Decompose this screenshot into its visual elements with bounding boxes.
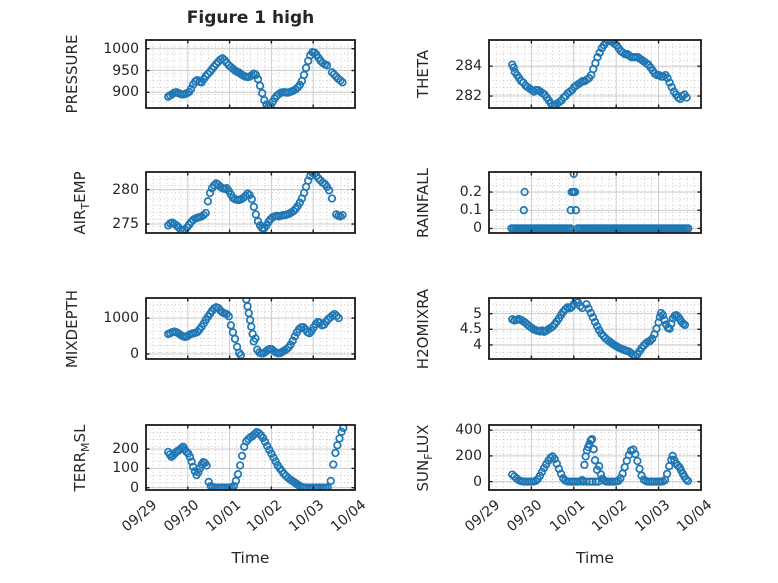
ylabel-text: H2OMIXRA xyxy=(414,288,433,369)
y-tick-label-rainfall: 0 xyxy=(473,220,482,237)
ylabel-text: RAINFALL xyxy=(414,167,433,238)
y-tick-label-sun_flux: 0 xyxy=(473,473,482,490)
axes-box xyxy=(145,171,356,234)
scatter-series-h2omixra xyxy=(508,298,690,359)
ylabel-text: PRESSURE xyxy=(63,34,82,114)
y-tick-label-h2omixra: 4 xyxy=(473,336,482,353)
ylabel-subscript: F xyxy=(422,452,436,460)
ylabel-text: MIXDEPTH xyxy=(63,289,82,368)
y-tick-label-pressure: 900 xyxy=(112,84,139,101)
x-axis-label-right: Time xyxy=(576,549,614,567)
subplot-rainfall xyxy=(488,171,702,234)
y-tick-label-pressure: 950 xyxy=(112,62,139,79)
tick-marks xyxy=(145,40,356,108)
ylabel-subscript: M xyxy=(79,441,93,452)
y-tick-label-mixdepth: 1000 xyxy=(103,310,139,327)
axes-box xyxy=(145,39,356,109)
axes-box xyxy=(488,297,702,360)
y-tick-label-h2omixra: 4.5 xyxy=(459,321,482,338)
ylabel-text: AIR xyxy=(71,209,90,235)
tick-marks xyxy=(145,172,356,233)
tick-marks xyxy=(145,425,356,490)
subplot-terr_msl xyxy=(145,424,356,491)
tick-marks xyxy=(488,40,702,108)
y-tick-label-terr_msl: 100 xyxy=(112,460,139,477)
major-grid xyxy=(146,298,355,359)
y-tick-label-h2omixra: 5 xyxy=(473,305,482,322)
y-tick-label-pressure: 1000 xyxy=(103,40,139,57)
axes-box xyxy=(145,424,356,491)
ylabel-sun_flux: SUNFLUX xyxy=(412,368,436,548)
tick-marks xyxy=(488,172,702,233)
subplot-pressure xyxy=(145,39,356,109)
tick-marks xyxy=(488,298,702,359)
minor-grid xyxy=(146,40,355,108)
y-tick-label-terr_msl: 0 xyxy=(130,479,139,496)
major-grid xyxy=(489,172,701,233)
ylabel-text: SL xyxy=(71,424,90,442)
major-grid xyxy=(489,40,701,108)
scatter-series-theta xyxy=(508,40,691,108)
y-tick-label-mixdepth: 0 xyxy=(130,345,139,362)
scatter-series-mixdepth xyxy=(164,298,343,359)
y-tick-label-sun_flux: 200 xyxy=(455,447,482,464)
axes-box xyxy=(488,424,702,491)
x-axis-label-left: Time xyxy=(231,549,270,567)
scatter-series-air_temp xyxy=(164,172,347,233)
y-tick-label-rainfall: 0.2 xyxy=(459,184,482,201)
ylabel-text: SUN xyxy=(414,459,433,491)
ylabel-subscript: T xyxy=(79,202,93,210)
minor-grid xyxy=(489,172,701,233)
y-tick-label-air_temp: 275 xyxy=(112,216,139,233)
ylabel-text: EMP xyxy=(71,170,90,203)
y-tick-label-theta: 284 xyxy=(455,58,482,75)
scatter-series-rainfall xyxy=(507,172,693,233)
y-tick-label-sun_flux: 400 xyxy=(455,422,482,439)
subplot-theta xyxy=(488,39,702,109)
subplot-sun_flux xyxy=(488,424,702,491)
tick-marks xyxy=(145,298,356,359)
y-tick-label-terr_msl: 200 xyxy=(112,441,139,458)
scatter-series-terr_msl xyxy=(164,425,348,490)
y-tick-label-air_temp: 280 xyxy=(112,181,139,198)
tick-marks xyxy=(488,425,702,490)
ylabel-text: TERR xyxy=(71,451,90,491)
y-tick-label-rainfall: 0.1 xyxy=(459,202,482,219)
scatter-series-pressure xyxy=(164,48,347,108)
axes-box xyxy=(488,171,702,234)
axes-box xyxy=(488,39,702,109)
subplot-air_temp xyxy=(145,171,356,234)
subplot-h2omixra xyxy=(488,297,702,360)
ylabel-terr_msl: TERRMSL xyxy=(69,368,93,548)
minor-grid xyxy=(489,425,701,490)
y-tick-label-theta: 282 xyxy=(455,88,482,105)
ylabel-text: THETA xyxy=(414,49,433,99)
ylabel-text: LUX xyxy=(414,424,433,453)
axes-box xyxy=(145,297,356,360)
figure-title: Figure 1 high xyxy=(186,8,315,28)
subplot-mixdepth xyxy=(145,297,356,360)
scatter-series-sun_flux xyxy=(508,435,693,486)
